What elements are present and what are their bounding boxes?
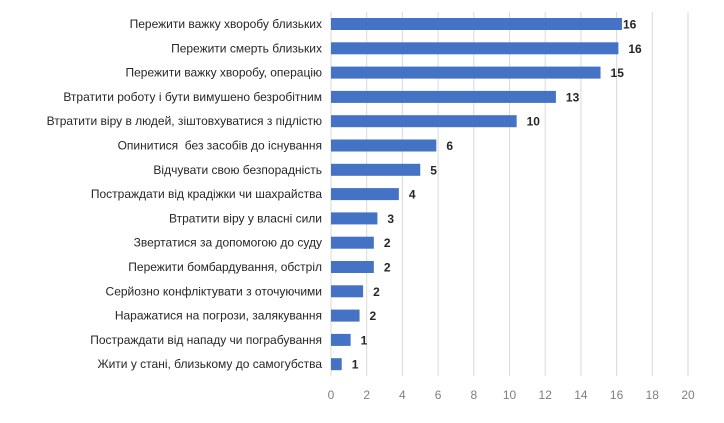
category-label: Втратити віру в людей, зіштовхуватися з …: [47, 114, 322, 128]
bar: [331, 42, 619, 55]
bar: [331, 236, 374, 249]
data-label: 16: [623, 18, 637, 32]
category-label: Звертатися за допомогою до суду: [134, 236, 322, 250]
category-label: Втратити віру у власні сили: [169, 211, 322, 225]
x-tick-label: 0: [328, 388, 335, 402]
data-label: 1: [352, 358, 359, 372]
category-label: Наражатися на погрози, залякування: [115, 309, 322, 323]
bar: [331, 188, 399, 201]
data-label: 16: [628, 42, 642, 56]
data-label: 13: [566, 90, 580, 104]
bar: [331, 115, 517, 128]
category-label: Втратити роботу і бути вимушено безробіт…: [63, 90, 322, 104]
category-label: Серйозно конфліктувати з оточуючими: [106, 284, 322, 298]
data-label: 4: [409, 188, 416, 202]
category-label: Постраждати від нападу чи пограбування: [90, 333, 322, 347]
category-label: Відчувати свою безпорадність: [153, 163, 322, 177]
bar: [331, 163, 421, 176]
category-label: Опинитися без засобів до існування: [118, 139, 322, 153]
category-label: Жити у стані, близькому до самогубства: [98, 357, 323, 371]
x-tick-label: 18: [646, 388, 660, 402]
bar: [331, 139, 437, 152]
data-label: 2: [370, 309, 377, 323]
category-label: Постраждати від крадіжки чи шахрайства: [91, 187, 322, 201]
data-label: 5: [430, 163, 437, 177]
category-label: Пережити смерть близьких: [171, 41, 322, 55]
data-label: 6: [446, 139, 453, 153]
category-label: Пережити важку хворобу, операцію: [125, 66, 322, 80]
bar: [331, 18, 622, 30]
x-tick-label: 4: [399, 388, 406, 402]
x-axis-ticks: 0 2 4 6 8 10 12 14 16 18 20: [328, 388, 695, 402]
category-label: Пережити важку хворобу близьких: [130, 17, 322, 31]
data-label: 15: [611, 66, 625, 80]
x-tick-label: 8: [470, 388, 477, 402]
category-label: Пережити бомбардування, обстріл: [128, 260, 322, 274]
data-label: 2: [384, 236, 391, 250]
bar: [331, 261, 374, 273]
data-label: 3: [387, 212, 394, 226]
bar: [331, 333, 351, 346]
bars: [331, 18, 622, 371]
x-tick-label: 10: [503, 388, 517, 402]
data-label: 2: [384, 261, 391, 275]
bar: [331, 309, 360, 322]
bar: [331, 66, 601, 79]
x-tick-label: 12: [539, 388, 553, 402]
bar: [331, 212, 378, 225]
x-tick-label: 14: [574, 388, 588, 402]
bar: [331, 90, 556, 103]
x-tick-label: 16: [610, 388, 624, 402]
category-labels: Пережити важку хворобу близьких Пережити …: [47, 17, 323, 371]
bar: [331, 285, 364, 298]
data-label: 10: [527, 115, 541, 129]
x-tick-label: 6: [435, 388, 442, 402]
x-tick-label: 2: [363, 388, 370, 402]
x-tick-label: 20: [681, 388, 695, 402]
data-label: 2: [373, 285, 380, 299]
bar: [331, 358, 342, 371]
data-label: 1: [361, 333, 368, 347]
